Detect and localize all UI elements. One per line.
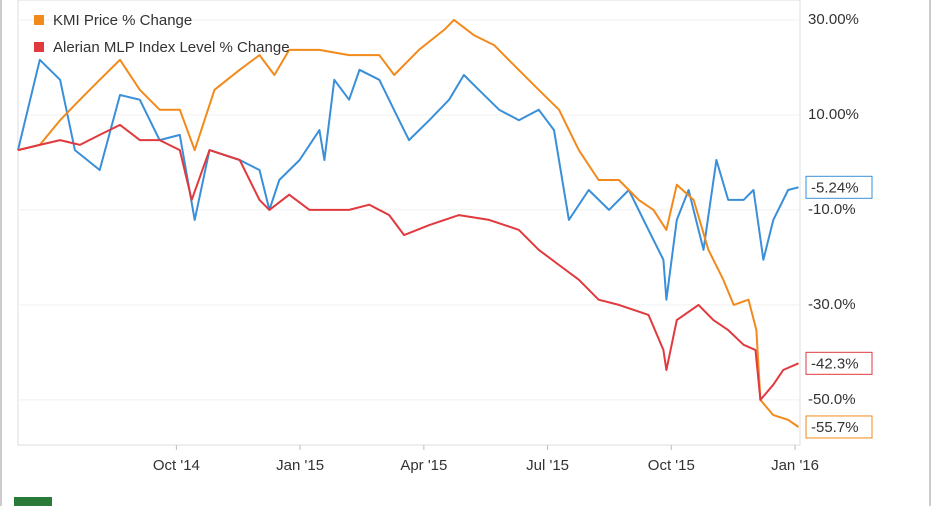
- end-label: -55.7%: [811, 419, 859, 436]
- y-tick-label: -10.0%: [808, 201, 856, 218]
- y-tick-label: 10.00%: [808, 106, 859, 123]
- plot-area: [17, 0, 801, 446]
- series-line: [17, 58, 799, 301]
- end-label-box: [805, 351, 873, 375]
- legend-swatch: [34, 42, 44, 52]
- x-tick-label: Oct '14: [153, 457, 200, 474]
- logo: [14, 497, 52, 506]
- x-tick-label: Jul '15: [526, 457, 569, 474]
- y-tick-label: -50.0%: [808, 391, 856, 408]
- legend-label: KMI Price % Change: [53, 12, 192, 29]
- end-label: -5.24%: [811, 179, 859, 196]
- y-tick-label: 30.00%: [808, 11, 859, 28]
- x-tick-label: Jan '16: [771, 457, 819, 474]
- end-label-box: [805, 175, 873, 199]
- end-label: -42.3%: [811, 355, 859, 372]
- legend-label: Alerian MLP Index Level % Change: [53, 39, 290, 56]
- series-line: [17, 123, 799, 401]
- series-line: [17, 18, 800, 428]
- y-tick-label: -30.0%: [808, 296, 856, 313]
- x-tick-label: Apr '15: [400, 457, 447, 474]
- x-tick-label: Oct '15: [648, 457, 695, 474]
- end-label-box: [805, 415, 873, 439]
- x-tick-label: Jan '15: [276, 457, 324, 474]
- legend-swatch: [34, 15, 44, 25]
